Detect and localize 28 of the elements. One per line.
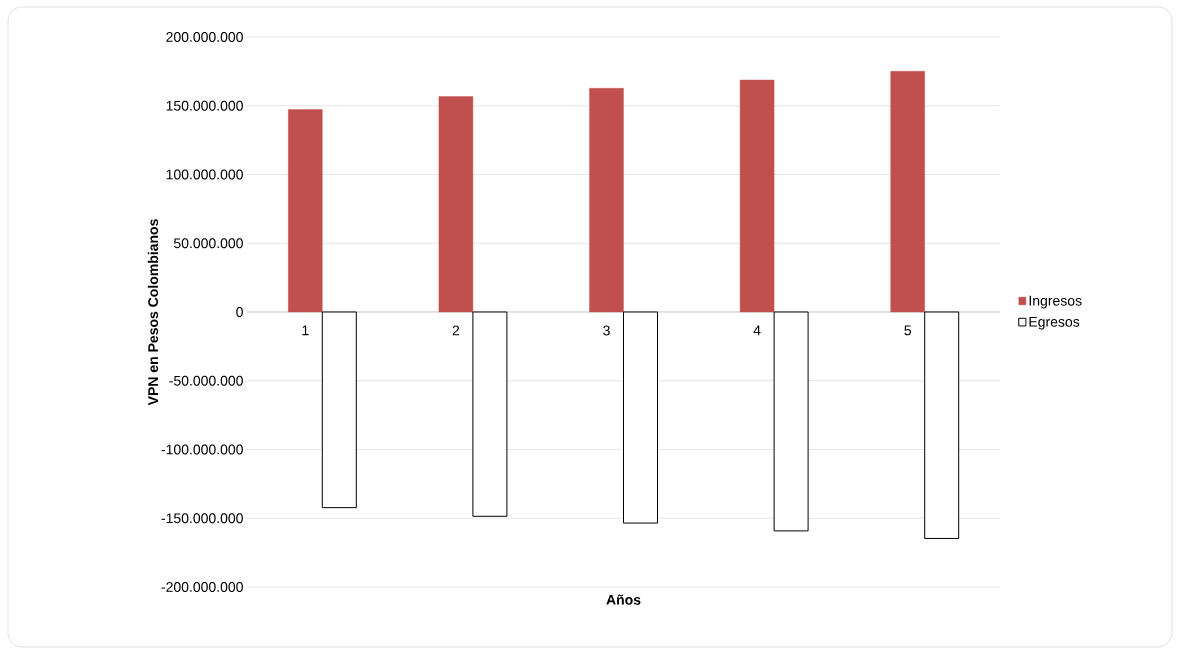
x-tick-label: 5: [904, 325, 912, 336]
bar: [472, 311, 508, 517]
bar: [321, 311, 357, 509]
y-tick-label: 100.000.000: [166, 169, 243, 180]
y-tick-label: 150.000.000: [166, 100, 243, 111]
y-tick-label: -100.000.000: [161, 444, 243, 455]
bar: [773, 311, 809, 532]
bar: [589, 88, 624, 313]
bar: [438, 96, 474, 313]
x-tick-label: 4: [753, 325, 761, 336]
bar: [890, 71, 925, 313]
y-axis-title: VPN en Pesos Colombianos: [147, 219, 159, 406]
y-tick-label: 200.000.000: [166, 32, 243, 42]
bar: [288, 109, 323, 313]
y-tick-label: -50.000.000: [169, 375, 243, 386]
bar: [739, 79, 775, 313]
bar: [924, 311, 960, 539]
y-tick-label: 0: [236, 307, 243, 317]
x-axis-title: Años: [606, 594, 641, 605]
legend-label: Egresos: [1029, 316, 1080, 330]
bar: [623, 311, 658, 524]
x-tick-label: 1: [302, 325, 309, 336]
y-tick-label: -200.000.000: [161, 582, 243, 592]
x-tick-label: 3: [603, 325, 610, 336]
y-tick-label: -150.000.000: [161, 513, 243, 524]
y-tick-label: 50.000.000: [173, 238, 243, 249]
x-tick-label: 2: [452, 325, 460, 336]
legend-label: Ingresos: [1029, 295, 1082, 309]
